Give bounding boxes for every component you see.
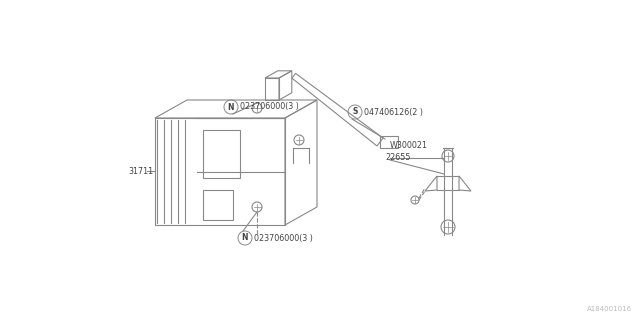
Text: A184001016: A184001016 [587,306,632,312]
Text: 023706000(3 ): 023706000(3 ) [254,234,313,243]
Text: 22655: 22655 [385,154,410,163]
Text: 31711: 31711 [128,166,153,175]
Text: W300021: W300021 [390,140,428,149]
Text: N: N [228,102,234,111]
Text: N: N [242,234,248,243]
Text: 047406126(2 ): 047406126(2 ) [364,108,423,116]
Text: 023706000(3 ): 023706000(3 ) [240,102,299,111]
Text: S: S [352,108,358,116]
